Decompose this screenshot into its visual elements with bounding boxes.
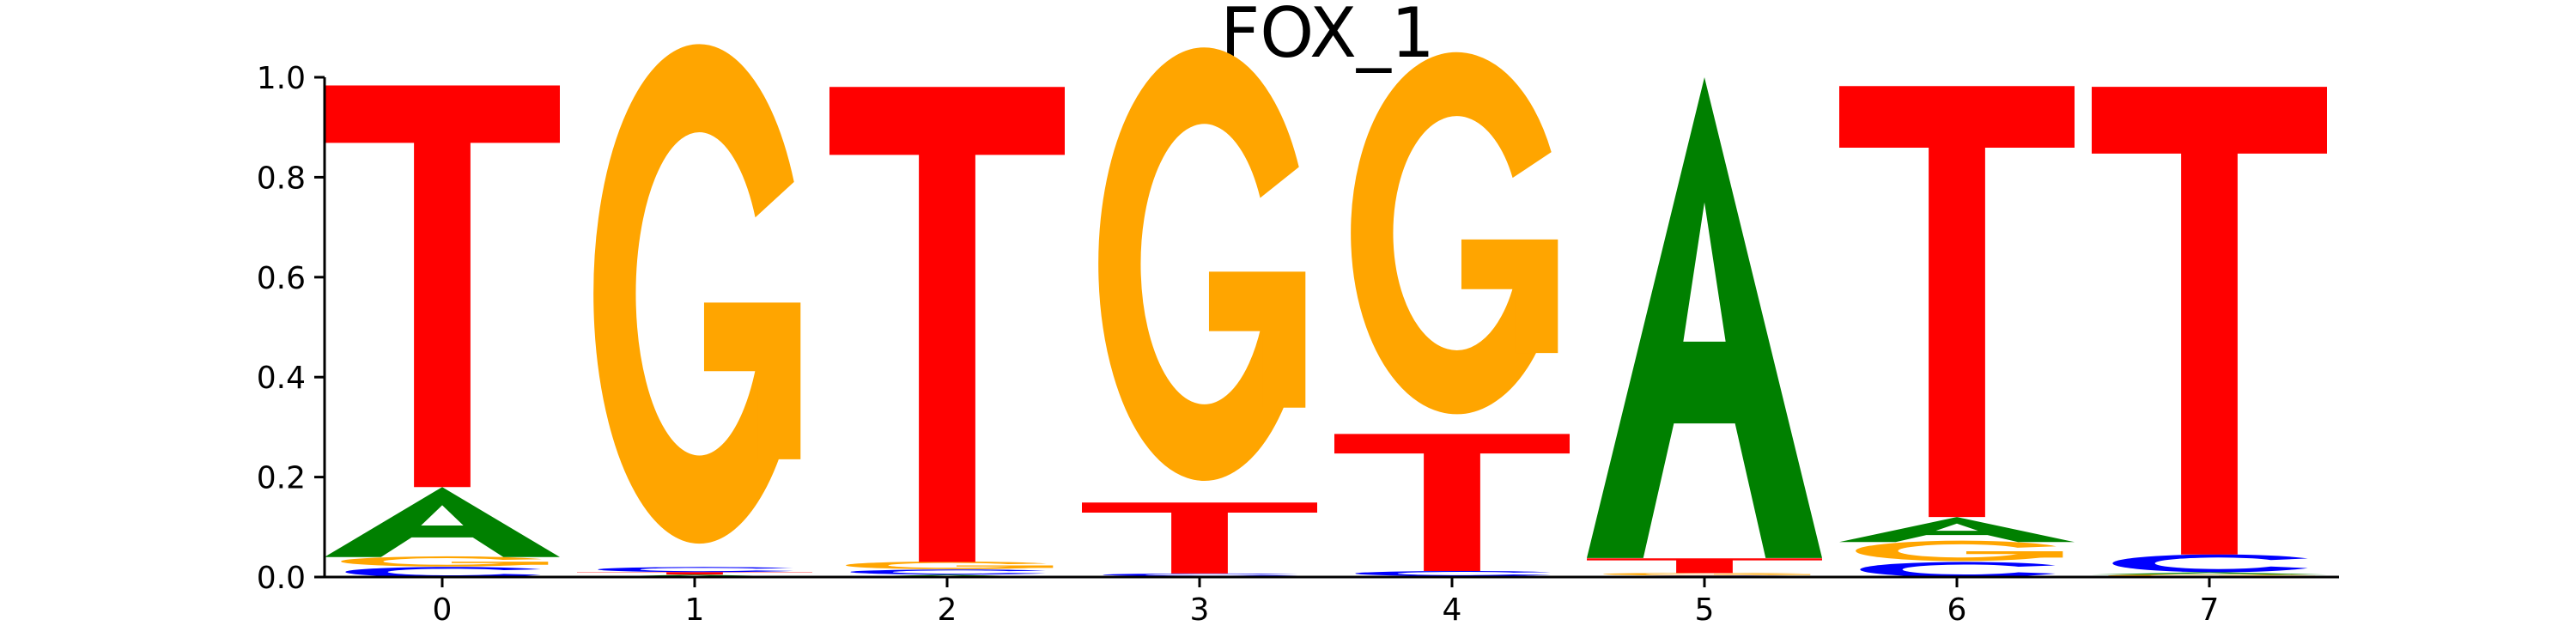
letter-T-pos-0 [325, 85, 560, 488]
chart-title: FOX_1 [1220, 0, 1435, 73]
x-tick-label: 3 [1190, 592, 1210, 628]
letter-C-pos-1 [598, 567, 793, 573]
y-tick-label: 0.0 [257, 561, 306, 596]
letter-T-pos-2 [829, 87, 1065, 562]
y-tick-label: 0.4 [257, 361, 306, 396]
y-tick-label: 0.6 [257, 261, 306, 296]
letter-C-pos-7 [2112, 554, 2308, 573]
y-tick-label: 1.0 [257, 61, 306, 96]
letter-A-pos-0 [325, 487, 560, 557]
letter-T-pos-5 [1587, 558, 1822, 574]
letter-G-pos-2 [846, 561, 1054, 569]
letter-C-pos-4 [1355, 570, 1551, 576]
axes: 0.0 0.2 0.4 0.6 0.8 1.0 0 1 2 3 4 5 6 7 [257, 61, 2339, 628]
letter-G-pos-6 [1856, 540, 2063, 562]
y-tick-label: 0.2 [257, 461, 306, 496]
letter-C-pos-2 [850, 569, 1046, 575]
letter-G-pos-5 [1603, 573, 1811, 576]
letter-G-pos-4 [1351, 52, 1558, 415]
letter-G-pos-1 [593, 44, 801, 544]
letter-A-pos-6 [1839, 517, 2075, 543]
x-tick-label: 1 [685, 592, 705, 628]
x-tick-label: 6 [1947, 592, 1967, 628]
letter-C-pos-0 [345, 567, 541, 578]
letter-stacks [325, 44, 2327, 578]
letter-G-pos-3 [1098, 47, 1306, 481]
x-tick-label: 2 [938, 592, 957, 628]
letter-C-pos-6 [1860, 562, 2056, 578]
letter-T-pos-3 [1082, 502, 1317, 574]
letter-T-pos-1 [577, 572, 812, 575]
y-tick-label: 0.8 [257, 161, 306, 196]
x-tick-label: 4 [1443, 592, 1462, 628]
letter-A-pos-5 [1587, 77, 1822, 558]
letter-A-pos-7 [2092, 572, 2327, 575]
letter-C-pos-3 [1103, 573, 1298, 576]
x-tick-label: 7 [2200, 592, 2220, 628]
letter-T-pos-4 [1334, 434, 1570, 572]
letter-T-pos-7 [2092, 87, 2327, 555]
x-tick-label: 0 [433, 592, 453, 628]
x-tick-label: 5 [1695, 592, 1715, 628]
letter-T-pos-6 [1839, 86, 2075, 518]
letter-G-pos-0 [341, 556, 549, 567]
